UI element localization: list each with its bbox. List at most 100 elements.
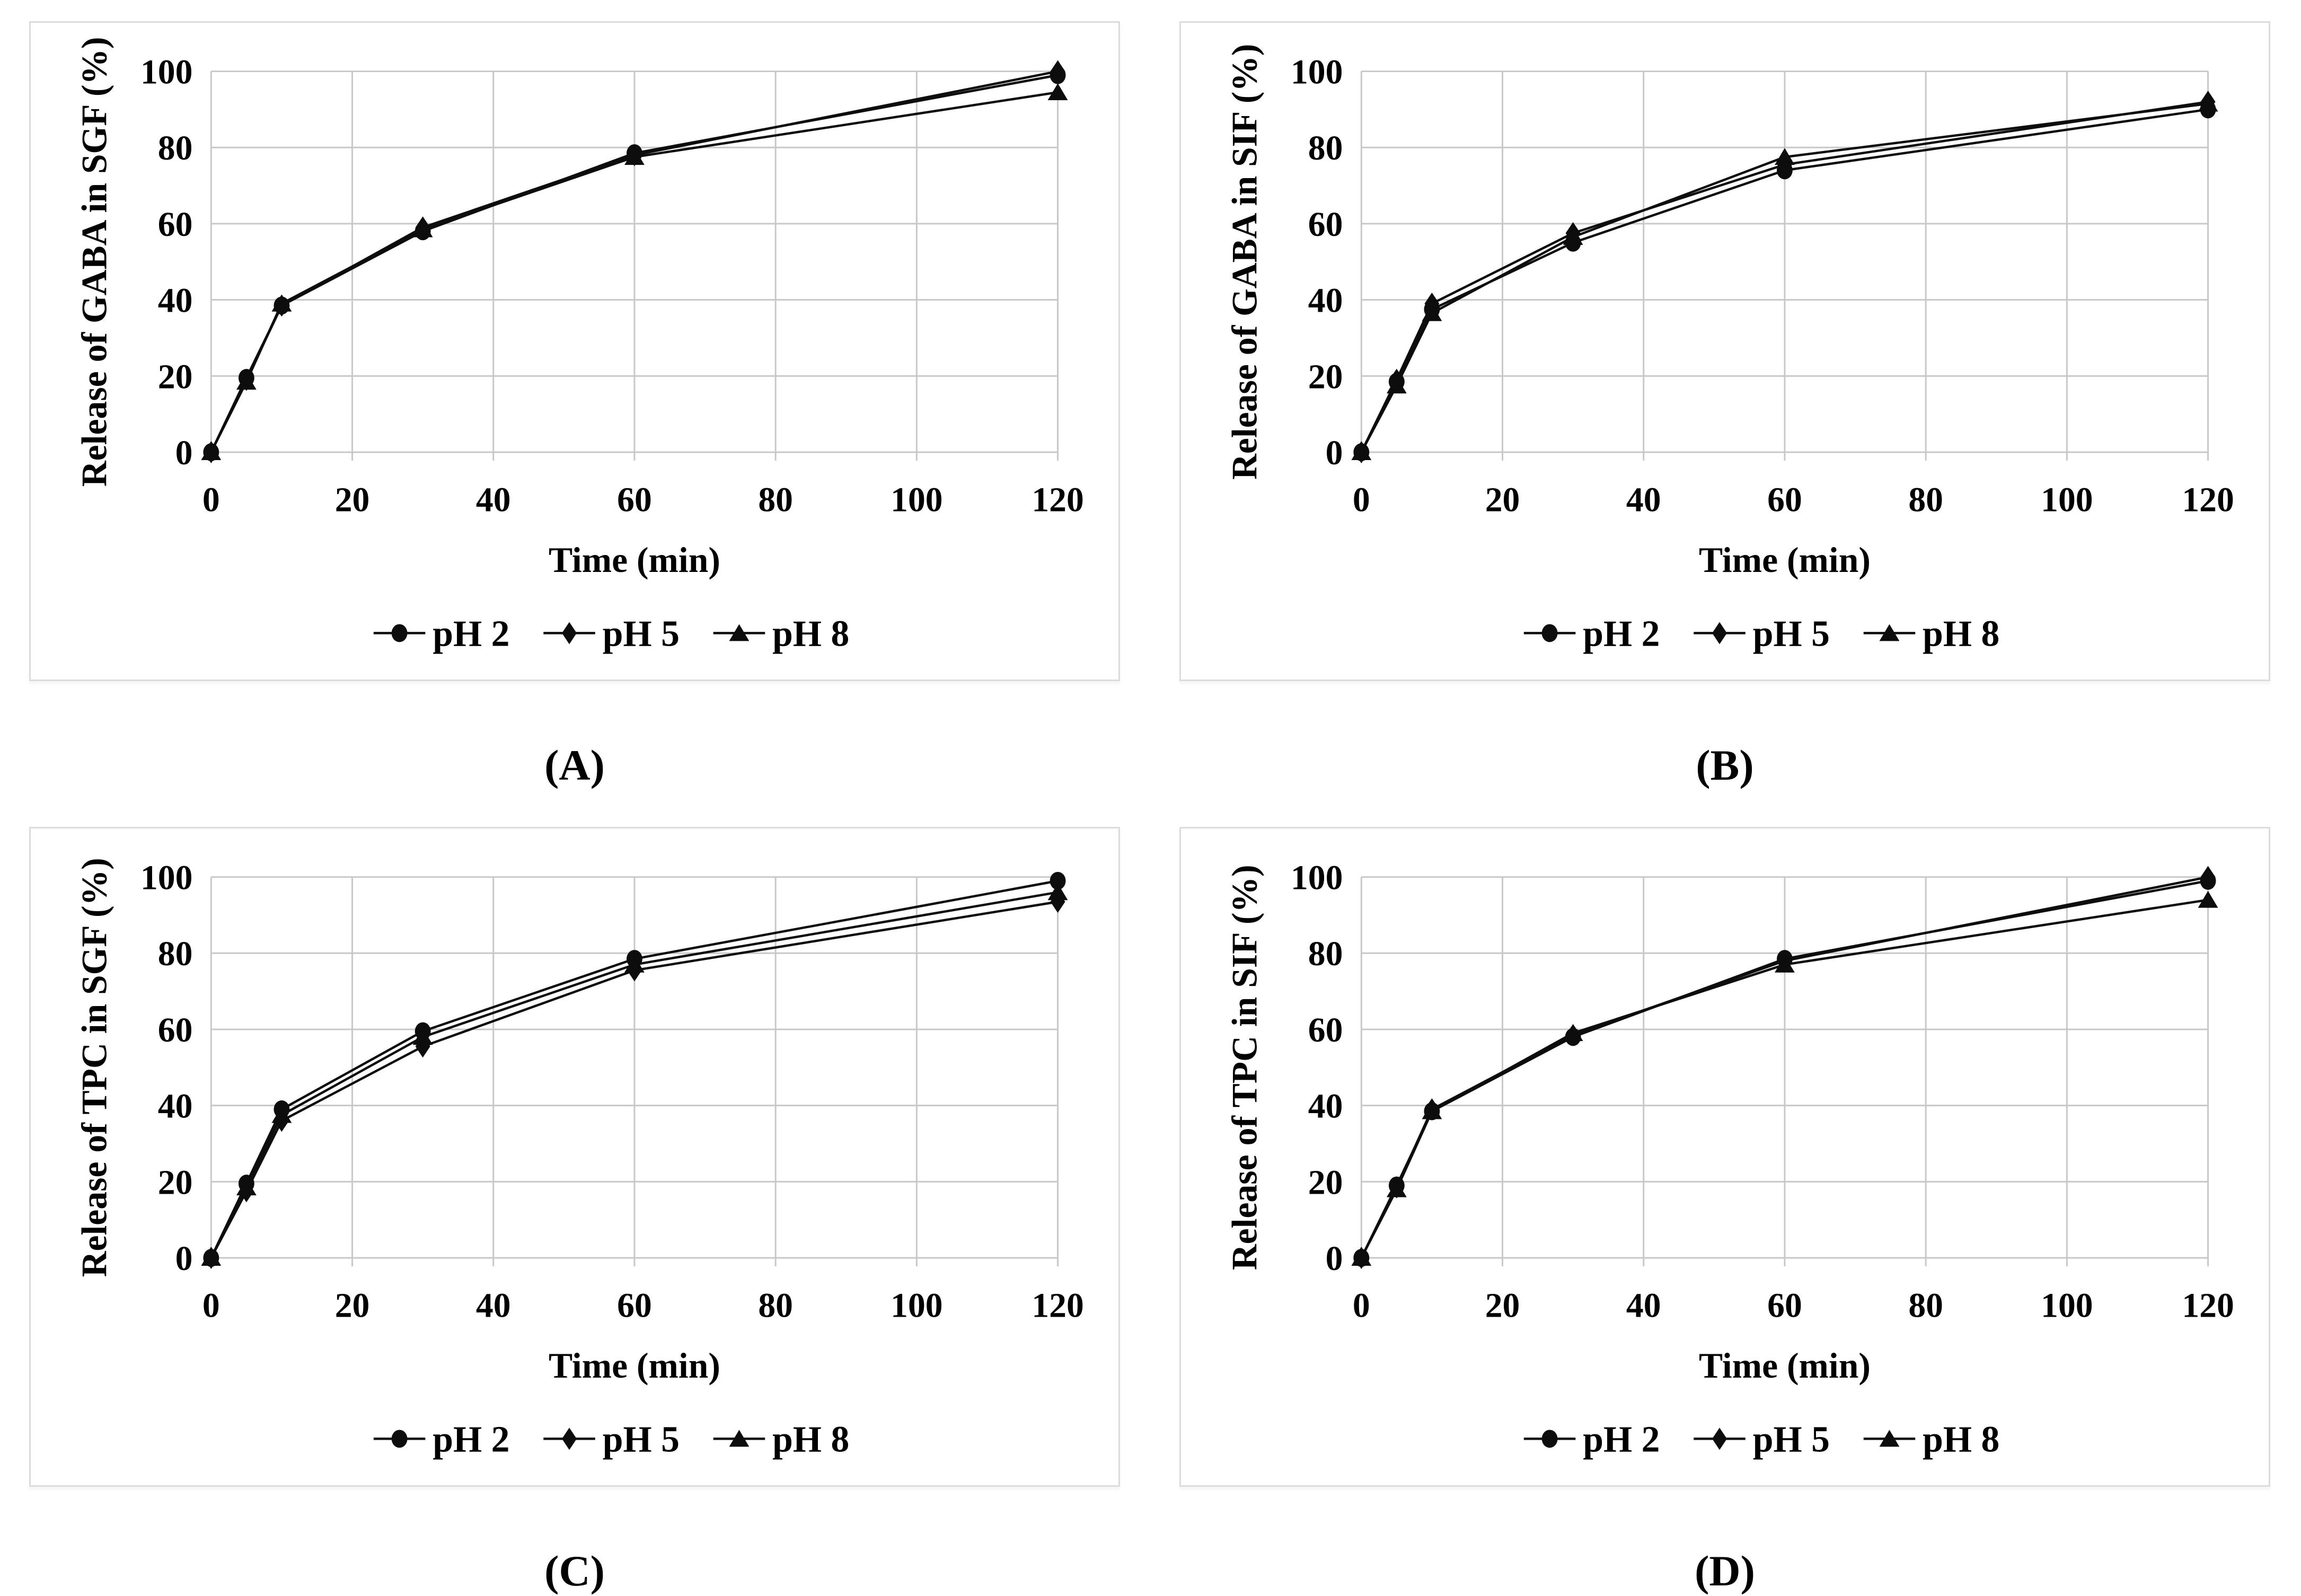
x-tick-label: 0 xyxy=(1353,1286,1370,1325)
panel-caption-a: (A) xyxy=(544,741,605,789)
x-axis-title: Time (min) xyxy=(1699,1346,1871,1386)
triangle-marker-ph-8 xyxy=(1386,376,1407,394)
legend-item-ph-2: pH 2 xyxy=(1523,1419,1660,1460)
y-tick-label: 80 xyxy=(158,934,193,973)
x-tick-label: 40 xyxy=(1626,1286,1661,1325)
x-tick-label: 60 xyxy=(617,1286,652,1325)
triangle-marker-ph-8 xyxy=(1422,304,1442,321)
legend-triangle-marker xyxy=(1879,1430,1900,1447)
x-tick-label: 40 xyxy=(1626,481,1661,519)
triangle-marker-ph-8 xyxy=(1386,1180,1407,1197)
y-axis-title: Release of GABA in SGF (%) xyxy=(74,37,114,487)
chart-svg-tpc-sif: 0 20 40 60 80 100 0 20 40 60 80 100 120 Time (min) Rel… xyxy=(1224,858,2234,1460)
legend-circle-marker xyxy=(391,1430,408,1448)
legend-item-ph-8: pH 8 xyxy=(713,613,849,654)
x-tick-label: 120 xyxy=(1032,481,1084,519)
legend: pH 2 pH 5 pH 8 xyxy=(1523,1419,1999,1460)
legend-label: pH 2 xyxy=(1583,1419,1660,1460)
triangle-marker-ph-8 xyxy=(1047,83,1068,101)
legend-item-ph-5: pH 5 xyxy=(1694,613,1830,654)
x-tick-label: 100 xyxy=(2041,1286,2093,1325)
legend-label: pH 5 xyxy=(603,613,680,654)
y-tick-label: 80 xyxy=(158,129,193,167)
y-tick-label: 40 xyxy=(1308,281,1343,320)
x-tick-label: 100 xyxy=(2041,481,2093,519)
chart-panel-a: 0 20 40 60 80 100 0 20 40 60 80 100 120 Time (min) Rel… xyxy=(29,21,1120,681)
series-line-ph-2 xyxy=(210,879,1058,1259)
y-axis-title: Release of TPC in SIF (%) xyxy=(1224,865,1264,1270)
y-tick-label: 20 xyxy=(1308,1163,1343,1202)
legend-label: pH 2 xyxy=(433,613,509,654)
y-tick-label: 0 xyxy=(1326,1239,1343,1278)
triangle-marker-ph-8 xyxy=(412,220,433,237)
y-tick-labels: 0 20 40 60 80 100 xyxy=(1291,858,1343,1278)
x-tick-label: 120 xyxy=(1032,1286,1084,1325)
y-tick-label: 100 xyxy=(140,52,193,91)
triangle-marker-ph-8 xyxy=(271,1106,292,1123)
x-tick-label: 60 xyxy=(1767,481,1802,519)
legend-item-ph-8: pH 8 xyxy=(1863,1419,1999,1460)
x-tick-label: 100 xyxy=(891,481,943,519)
chart-panel-b: 0 20 40 60 80 100 0 20 40 60 80 100 120 Time (min) Rel… xyxy=(1179,21,2270,681)
series-markers xyxy=(1351,866,2218,1269)
diamond-marker-ph-5 xyxy=(1424,292,1440,315)
x-tick-label: 0 xyxy=(202,481,220,519)
y-tick-labels: 0 20 40 60 80 100 xyxy=(140,52,193,472)
legend-diamond-marker xyxy=(562,622,577,645)
legend-item-ph-5: pH 5 xyxy=(543,1419,680,1460)
y-tick-label: 60 xyxy=(158,1011,193,1050)
triangle-marker-ph-8 xyxy=(236,1178,257,1196)
figure-cell-b: 0 20 40 60 80 100 0 20 40 60 80 100 120 Time (min) Rel… xyxy=(1150,0,2301,795)
triangle-marker-ph-8 xyxy=(271,294,292,312)
legend-item-ph-5: pH 5 xyxy=(1694,1419,1830,1460)
x-tick-label: 80 xyxy=(758,481,793,519)
legend-label: pH 5 xyxy=(1753,1419,1830,1460)
series-markers xyxy=(201,60,1068,463)
y-tick-label: 60 xyxy=(1308,1011,1343,1050)
legend-item-ph-2: pH 2 xyxy=(373,613,509,654)
legend-item-ph-8: pH 8 xyxy=(713,1419,849,1460)
gridlines xyxy=(210,70,1059,461)
series-lines xyxy=(210,879,1058,1259)
x-tick-label: 20 xyxy=(335,1286,370,1325)
triangle-marker-ph-8 xyxy=(1563,1024,1583,1042)
triangle-marker-ph-8 xyxy=(201,443,222,461)
figure-cell-d: 0 20 40 60 80 100 0 20 40 60 80 100 120 Time (min) Rel… xyxy=(1150,795,2301,1595)
y-axis-title: Release of TPC in SGF (%) xyxy=(74,858,114,1277)
y-tick-label: 100 xyxy=(1291,858,1343,897)
series-line-ph-8 xyxy=(1360,898,2208,1259)
y-tick-label: 40 xyxy=(158,281,193,320)
series-line-ph-8 xyxy=(1360,102,2208,453)
legend-label: pH 8 xyxy=(1923,1419,1999,1460)
legend-triangle-marker xyxy=(729,1430,750,1447)
y-tick-label: 60 xyxy=(158,205,193,244)
x-tick-label: 120 xyxy=(2182,1286,2234,1325)
x-tick-label: 20 xyxy=(335,481,370,519)
legend-label: pH 8 xyxy=(772,1419,849,1460)
y-tick-label: 60 xyxy=(1308,205,1343,244)
triangle-marker-ph-8 xyxy=(236,373,257,390)
series-line-ph-8 xyxy=(210,91,1058,453)
x-tick-label: 80 xyxy=(758,1286,793,1325)
y-tick-label: 20 xyxy=(158,1163,193,1202)
x-tick-labels: 0 20 40 60 80 100 120 xyxy=(1353,1286,2234,1325)
x-tick-label: 0 xyxy=(202,1286,220,1325)
x-axis-title: Time (min) xyxy=(549,1346,720,1386)
figure-cell-a: 0 20 40 60 80 100 0 20 40 60 80 100 120 Time (min) Rel… xyxy=(0,0,1150,795)
x-tick-label: 80 xyxy=(1908,1286,1943,1325)
x-tick-label: 20 xyxy=(1485,481,1520,519)
circle-marker-ph-2 xyxy=(1050,871,1066,890)
triangle-marker-ph-8 xyxy=(2198,890,2218,908)
chart-svg-tpc-sgf: 0 20 40 60 80 100 0 20 40 60 80 100 120 Time (min) Rel… xyxy=(74,858,1084,1460)
x-tick-label: 120 xyxy=(2182,481,2234,519)
legend-circle-marker xyxy=(1541,1430,1558,1448)
y-axis-title: Release of GABA in SIF (%) xyxy=(1224,44,1264,480)
x-tick-labels: 0 20 40 60 80 100 120 xyxy=(202,481,1084,519)
series-lines xyxy=(210,70,1059,453)
y-tick-label: 80 xyxy=(1308,934,1343,973)
triangle-marker-ph-8 xyxy=(1351,1249,1372,1266)
triangle-marker-ph-8 xyxy=(624,955,645,973)
x-tick-label: 100 xyxy=(891,1286,943,1325)
x-axis-title: Time (min) xyxy=(549,540,720,580)
